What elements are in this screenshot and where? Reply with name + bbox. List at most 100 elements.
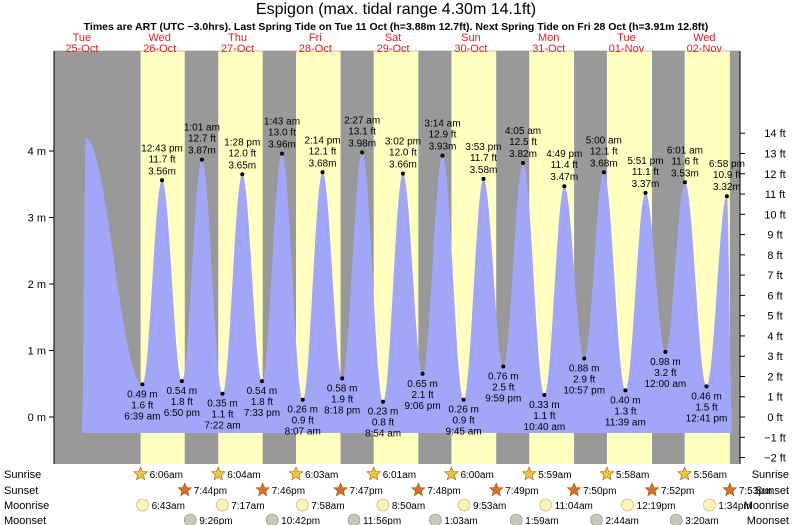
sunset-time: 7:47pm	[350, 486, 383, 497]
tide-point	[220, 391, 225, 396]
tide-point	[259, 379, 264, 384]
tide-height-ft: 12.0 ft	[389, 148, 417, 159]
day-name: Sat	[385, 32, 402, 44]
tide-height-ft: 13.0 ft	[268, 128, 296, 139]
sunrise-icon	[133, 466, 148, 481]
sunrise-icon	[288, 466, 304, 481]
tide-point	[562, 184, 567, 189]
moonrise-label-left: Moonrise	[4, 500, 49, 512]
tide-time: 10:57 pm	[563, 385, 605, 396]
tide-time: 8:07 am	[285, 427, 321, 438]
tide-height-m: 0.46 m	[691, 391, 722, 402]
right-tick-label: 2 ft	[767, 371, 782, 383]
sunrise-time: 6:00am	[460, 470, 493, 481]
day-date: 02-Nov	[687, 43, 723, 55]
moonrise-icon	[295, 498, 309, 512]
tide-time: 11:39 am	[605, 417, 646, 428]
moonset-icon	[590, 513, 603, 525]
tide-height-ft: 0.9 ft	[452, 416, 474, 427]
tide-height-m: 3.82m	[509, 149, 537, 160]
moonrise-time: 9:53am	[473, 501, 506, 512]
day-date: 29-Oct	[377, 43, 410, 55]
tide-time: 5:51 pm	[627, 156, 663, 167]
left-tick-label: 1 m	[28, 346, 46, 358]
tide-height-ft: 1.3 ft	[614, 406, 636, 417]
tide-height-m: 0.76 m	[488, 371, 519, 382]
tide-point	[140, 382, 145, 387]
tide-point	[461, 397, 466, 402]
sunset-icon	[488, 482, 504, 497]
sunrise-time: 5:59am	[538, 470, 571, 481]
moonset-time: 10:42pm	[281, 516, 320, 525]
tide-time: 2:14 pm	[304, 135, 340, 146]
tide-height-m: 0.54 m	[167, 386, 198, 397]
moonrise-icon	[703, 498, 716, 512]
tide-height-ft: 11.7 ft	[148, 154, 175, 165]
day-date: 31-Oct	[532, 43, 565, 55]
tide-point	[300, 397, 305, 402]
moonrise-icon	[457, 498, 471, 512]
day-date: 25-Oct	[65, 43, 98, 55]
tide-height-m: 0.23 m	[368, 407, 399, 418]
day-name: Tue	[617, 32, 636, 44]
tide-time: 7:33 pm	[244, 408, 280, 419]
tide-time: 6:01 am	[667, 145, 703, 156]
tide-height-ft: 0.9 ft	[292, 416, 314, 427]
sunset-time: 7:53pm	[739, 486, 772, 497]
tide-height-ft: 1.8 ft	[171, 397, 193, 408]
sunset-icon	[566, 482, 582, 497]
moonrise-time: 1:34pm	[718, 501, 751, 512]
right-tick-label: 5 ft	[767, 311, 782, 323]
tide-point	[360, 150, 365, 155]
moonset-icon	[509, 513, 523, 525]
tide-height-m: 0.26 m	[448, 405, 479, 416]
tide-height-ft: 1.6 ft	[131, 400, 153, 411]
tide-curve	[81, 137, 732, 433]
tide-time: 1:43 am	[264, 117, 300, 128]
right-tick-label: 12 ft	[764, 169, 785, 181]
tide-height-ft: 12.1 ft	[590, 146, 618, 157]
left-tick-label: 4 m	[28, 146, 46, 158]
right-tick-label: 13 ft	[764, 149, 785, 161]
tide-time: 6:58 pm	[709, 159, 745, 170]
day-date: 26-Oct	[143, 43, 176, 55]
day-date: 27-Oct	[221, 43, 254, 55]
tide-height-ft: 12.7 ft	[188, 134, 216, 145]
right-tick-label: 11 ft	[765, 189, 786, 201]
axes: 0 m 1 m 2 m 3 m 4 m −2 ft −1 ft 0 ft 1 ft 2 ft 3 f…	[28, 51, 786, 465]
tide-time: 12:00 am	[645, 379, 687, 390]
right-tick-label: 6 ft	[767, 290, 782, 302]
left-tick-label: 0 m	[28, 412, 46, 424]
tide-height-m: 3.96m	[268, 140, 296, 151]
moonrise-time: 8:50am	[392, 501, 425, 512]
day-labels: Tue25-OctWed26-OctThu27-OctFri28-OctSat2…	[65, 32, 722, 55]
tide-height-m: 3.65m	[228, 160, 256, 171]
tide-height-m: 3.66m	[389, 160, 417, 171]
tide-height-ft: 2.5 ft	[492, 382, 514, 393]
tide-time: 7:22 am	[204, 421, 240, 432]
tide-time: 4:05 am	[505, 126, 541, 137]
day-name: Thu	[228, 32, 247, 44]
moonset-time: 1:03am	[444, 516, 477, 525]
tide-time: 1:01 am	[184, 123, 220, 134]
sunrise-icon	[521, 466, 537, 481]
moonrise-time: 11:04am	[555, 501, 593, 512]
tide-time: 5:00 am	[586, 135, 622, 146]
moonrise-time: 6:43am	[152, 501, 185, 512]
tide-height-m: 3.56m	[148, 166, 176, 177]
moonset-icon	[265, 513, 279, 525]
tide-height-m: 0.33 m	[529, 400, 560, 411]
sunset-icon	[333, 482, 348, 497]
tide-height-ft: 11.6 ft	[671, 156, 698, 167]
tide-time: 9:59 pm	[485, 393, 521, 404]
tide-time: 12:41 pm	[686, 413, 728, 424]
moonset-time: 3:20am	[685, 516, 718, 525]
tide-point	[199, 157, 204, 162]
tide-point	[643, 190, 648, 195]
tide-time: 2:27 am	[344, 115, 380, 126]
tide-height-ft: 11.7 ft	[470, 153, 497, 164]
tide-point	[320, 170, 325, 175]
sunset-time: 7:48pm	[427, 486, 460, 497]
tide-point	[582, 356, 587, 361]
